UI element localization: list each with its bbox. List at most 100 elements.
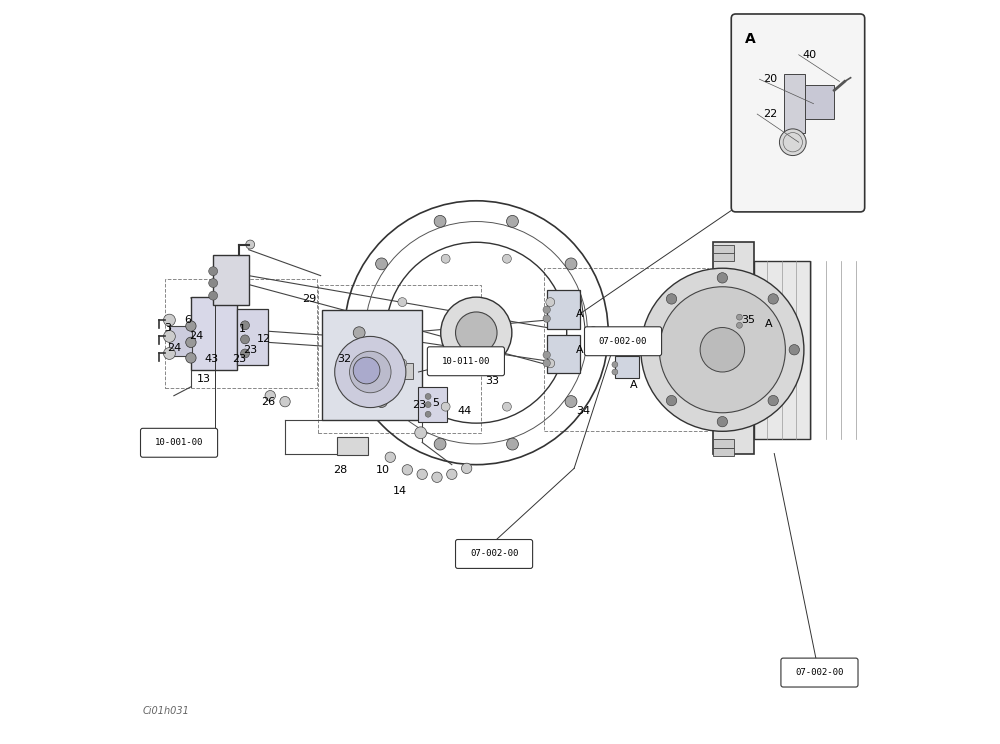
Circle shape	[441, 403, 450, 411]
Circle shape	[209, 278, 218, 287]
Circle shape	[659, 286, 785, 413]
Circle shape	[434, 438, 446, 450]
Circle shape	[645, 344, 656, 355]
Bar	[713, 439, 734, 448]
Circle shape	[241, 335, 249, 344]
Circle shape	[163, 330, 175, 342]
Text: 1: 1	[239, 324, 246, 334]
Bar	[754, 261, 810, 439]
Circle shape	[265, 391, 275, 401]
Text: 28: 28	[334, 465, 348, 475]
Text: 24: 24	[167, 343, 181, 353]
Text: 5: 5	[432, 398, 439, 408]
Circle shape	[186, 337, 196, 347]
Text: 10-011-00: 10-011-00	[442, 357, 490, 366]
Text: A: A	[745, 32, 755, 46]
Circle shape	[456, 312, 497, 353]
Circle shape	[507, 438, 518, 450]
Text: 07-002-00: 07-002-00	[599, 337, 647, 346]
Text: Ci01h031: Ci01h031	[143, 707, 190, 716]
Circle shape	[434, 216, 446, 227]
Bar	[544, 269, 708, 432]
Text: A: A	[576, 344, 584, 355]
FancyBboxPatch shape	[141, 429, 218, 458]
Circle shape	[768, 395, 778, 405]
Circle shape	[779, 129, 806, 155]
Circle shape	[241, 349, 249, 358]
Bar	[547, 290, 580, 329]
FancyBboxPatch shape	[456, 539, 533, 568]
Circle shape	[246, 240, 255, 249]
Circle shape	[543, 306, 550, 313]
Text: 43: 43	[205, 353, 219, 364]
Circle shape	[432, 472, 442, 482]
Circle shape	[376, 396, 387, 408]
Bar	[713, 243, 754, 454]
Bar	[337, 437, 368, 455]
Bar	[165, 278, 317, 388]
Text: 29: 29	[302, 295, 317, 304]
Bar	[418, 387, 447, 423]
Circle shape	[425, 402, 431, 408]
Text: 3: 3	[164, 323, 171, 333]
Text: A: A	[765, 319, 772, 329]
Circle shape	[398, 359, 407, 368]
Circle shape	[425, 411, 431, 417]
Circle shape	[666, 294, 677, 304]
Circle shape	[335, 336, 406, 408]
Circle shape	[507, 216, 518, 227]
FancyBboxPatch shape	[584, 327, 662, 356]
Text: A: A	[630, 380, 637, 391]
Circle shape	[353, 357, 380, 384]
Bar	[713, 448, 734, 457]
Circle shape	[565, 396, 577, 408]
Circle shape	[502, 403, 511, 411]
Circle shape	[398, 298, 407, 307]
Circle shape	[768, 294, 778, 304]
Circle shape	[163, 314, 175, 326]
Bar	[169, 326, 192, 356]
Bar	[547, 335, 580, 373]
Circle shape	[666, 395, 677, 405]
Text: 12: 12	[257, 333, 271, 344]
Circle shape	[543, 359, 550, 367]
Circle shape	[209, 291, 218, 300]
Bar	[213, 255, 249, 305]
Circle shape	[417, 469, 427, 479]
Text: 23: 23	[243, 344, 257, 355]
Text: 6: 6	[184, 315, 191, 325]
FancyBboxPatch shape	[427, 347, 504, 376]
Text: 20: 20	[763, 74, 777, 84]
Bar	[322, 310, 422, 420]
Circle shape	[415, 427, 427, 439]
Circle shape	[186, 321, 196, 331]
Circle shape	[447, 469, 457, 479]
Text: 26: 26	[261, 397, 275, 407]
Circle shape	[402, 465, 413, 475]
Bar	[615, 356, 639, 378]
Text: 07-002-00: 07-002-00	[470, 550, 518, 559]
Bar	[713, 252, 734, 261]
Bar	[713, 245, 734, 254]
Circle shape	[736, 314, 742, 320]
Circle shape	[441, 297, 512, 368]
Bar	[318, 284, 481, 433]
Bar	[396, 363, 413, 379]
Circle shape	[280, 397, 290, 407]
Circle shape	[700, 327, 745, 372]
Circle shape	[546, 359, 555, 368]
Circle shape	[717, 417, 728, 427]
Circle shape	[186, 353, 196, 363]
Bar	[191, 297, 237, 370]
Circle shape	[209, 267, 218, 275]
Circle shape	[612, 362, 618, 368]
Text: 35: 35	[741, 315, 755, 325]
Circle shape	[441, 254, 450, 263]
Text: 34: 34	[576, 405, 590, 416]
FancyBboxPatch shape	[731, 14, 865, 212]
Text: 23: 23	[412, 400, 426, 411]
Bar	[237, 309, 268, 365]
Bar	[784, 74, 805, 133]
Text: 24: 24	[189, 331, 203, 341]
Text: 10-001-00: 10-001-00	[155, 438, 203, 447]
